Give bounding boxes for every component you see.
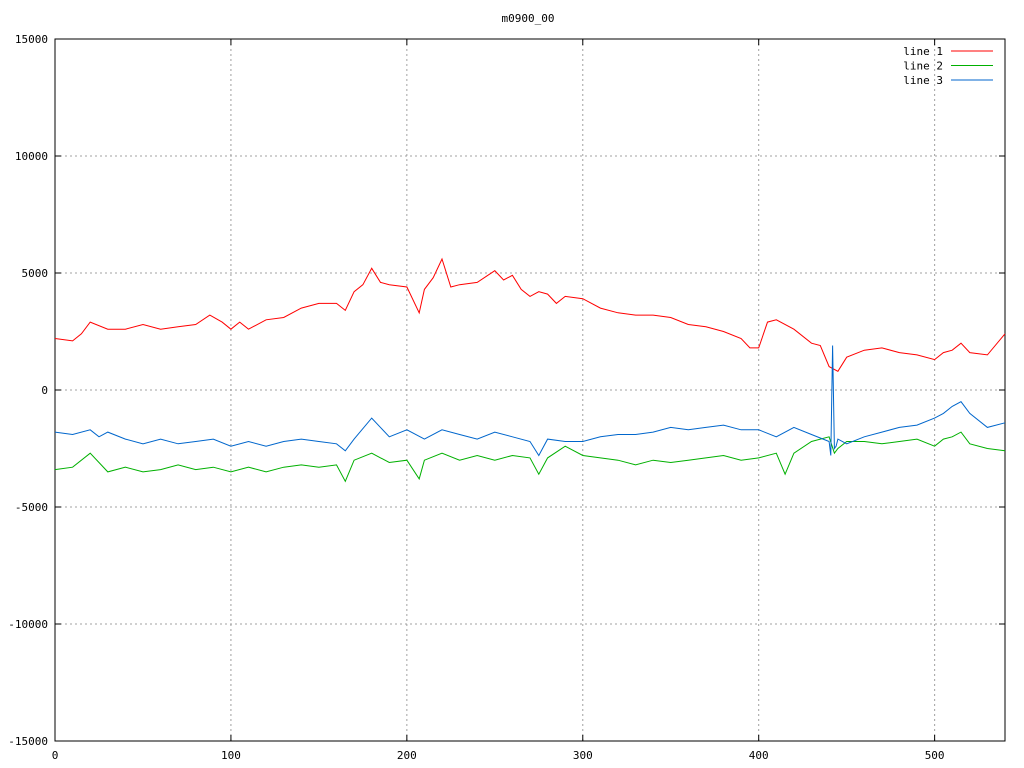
x-tick-label: 200 [397, 749, 417, 762]
legend-label-3: line 3 [903, 74, 943, 87]
grid [55, 39, 1005, 741]
series-line-3 [54, 345, 1006, 457]
y-tick-label: 10000 [15, 150, 48, 163]
y-tick-label: 5000 [22, 267, 49, 280]
series-line-1 [54, 257, 1006, 372]
axes: -15000 -10000 -5000 0 5000 10000 15000 0 100 200 3… [8, 33, 1006, 762]
y-tick-label: -10000 [8, 618, 48, 631]
x-tick-label: 0 [52, 749, 59, 762]
y-tick-label: -5000 [15, 501, 48, 514]
x-tick-label: 100 [221, 749, 241, 762]
x-tick-label: 400 [749, 749, 769, 762]
series-line-2 [54, 431, 1006, 483]
plot-area [54, 257, 1006, 483]
x-tick-label: 500 [925, 749, 945, 762]
x-tick-label: 300 [573, 749, 593, 762]
y-tick-label: -15000 [8, 735, 48, 748]
legend-label-1: line 1 [903, 45, 943, 58]
plot-frame [54, 38, 1006, 742]
y-tick-label: 15000 [15, 33, 48, 46]
chart-title: m0900_00 [502, 12, 555, 25]
legend-label-2: line 2 [903, 60, 943, 73]
y-tick-label: 0 [41, 384, 48, 397]
